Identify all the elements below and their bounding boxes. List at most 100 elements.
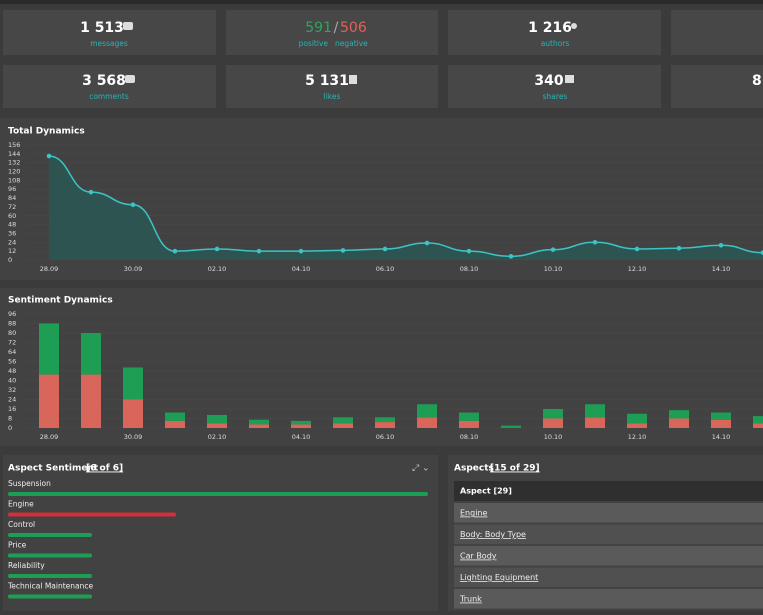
aspect-label: Technical Maintenance [7,582,94,591]
panel-title: Aspect Sentiment [8,464,99,474]
icon[interactable]: ⤢ ⌄ [411,464,430,474]
bar-segment [459,420,479,428]
x-tick-label: 10.10 [544,433,563,441]
stat-label: likes [324,92,341,101]
stat-value: 8 [752,73,762,89]
y-tick-label: 24 [8,238,16,246]
x-tick-label: 14.10 [712,265,731,273]
y-tick-label: 108 [8,176,20,184]
bar-segment [543,418,563,428]
y-tick-label: 96 [8,185,16,193]
point [130,202,136,208]
stat-value: 1 216 [528,20,572,36]
bar-segment [417,417,437,428]
x-tick-label: 04.10 [292,265,311,273]
y-tick-label: 48 [8,221,16,229]
y-tick-label: 84 [8,194,16,202]
chart-title: Sentiment Dynamics [8,296,113,306]
table-row-text[interactable]: Engine [460,509,487,518]
aspect-label: Engine [8,500,34,509]
card [226,65,438,108]
bar-segment [753,416,763,424]
point [466,248,472,254]
panel-count[interactable]: [6 of 6] [86,464,123,474]
x-tick-label: 30.09 [124,433,143,441]
bar-segment [669,418,689,428]
point [550,247,556,252]
point [340,248,346,253]
y-tick-label: 60 [8,212,16,220]
y-tick-label: 40 [8,377,16,385]
positive-value: 591 [305,20,332,36]
bar-segment [123,399,143,428]
bar-segment [165,420,185,428]
y-tick-label: 144 [8,150,20,158]
aspect-label: Control [8,520,35,529]
x-tick-label: 08.10 [460,433,479,441]
x-tick-label: 06.10 [376,433,395,441]
x-tick-label: 10.10 [544,265,563,273]
bar-segment [333,417,353,424]
aspect-bar [8,574,92,578]
table-row[interactable] [454,546,763,566]
bar-segment [669,410,689,419]
bar-segment [291,420,311,425]
bar-segment [333,423,353,428]
table-row-text[interactable]: Car Body [460,552,497,561]
negative-value: 506 [340,20,367,36]
y-tick-label: 8 [8,415,12,423]
y-tick-label: 80 [8,329,16,337]
point [718,242,724,248]
aspect-bar [8,492,428,496]
point [760,250,763,255]
icon [565,75,574,83]
point [592,240,598,245]
bar-segment [375,417,395,423]
table-row[interactable] [454,589,763,609]
y-tick-label: 88 [8,320,16,328]
x-tick-label: 28.09 [40,265,59,273]
bar-segment [123,367,143,400]
table-row[interactable] [454,567,763,588]
icon [571,23,577,29]
stat-label: messages [90,39,128,48]
separator: / [334,20,339,36]
positive-label[interactable]: positive [299,39,329,48]
x-tick-label: 12.10 [628,433,647,441]
point [298,248,304,254]
x-tick-label: 28.09 [40,433,59,441]
aspect-bar [8,553,92,558]
panel-count[interactable]: [15 of 29] [490,464,540,474]
y-tick-label: 12 [8,247,16,255]
area [49,156,763,260]
y-tick-label: 96 [8,310,16,318]
table-header-text[interactable]: Aspect [29] [460,487,512,496]
top-bar [0,0,763,4]
bar-segment [165,412,185,421]
y-tick-label: 0 [8,424,12,432]
aspect-bar [8,533,92,537]
point [424,240,430,246]
icon [349,75,357,84]
table-row-text[interactable]: Lighting Equipment [460,573,538,582]
table-row[interactable] [454,503,763,523]
table-row-text[interactable]: Trunk [459,595,482,604]
y-tick-label: 32 [8,386,16,394]
card [448,65,661,108]
stat-label: shares [543,92,568,101]
negative-label[interactable]: negative [335,39,368,48]
bar-segment [39,323,59,375]
card [3,65,216,108]
point [88,189,94,195]
x-tick-label: 08.10 [460,265,479,273]
chart-title: Total Dynamics [8,127,85,137]
y-tick-label: 24 [8,396,16,404]
table-row[interactable] [454,524,763,545]
table-row-text[interactable]: Body: Body Type [460,530,526,539]
bar-segment [543,409,563,419]
x-tick-label: 02.10 [208,265,227,273]
stat-label: comments [89,92,129,101]
bar-segment [711,412,731,420]
bar-segment [711,419,731,428]
